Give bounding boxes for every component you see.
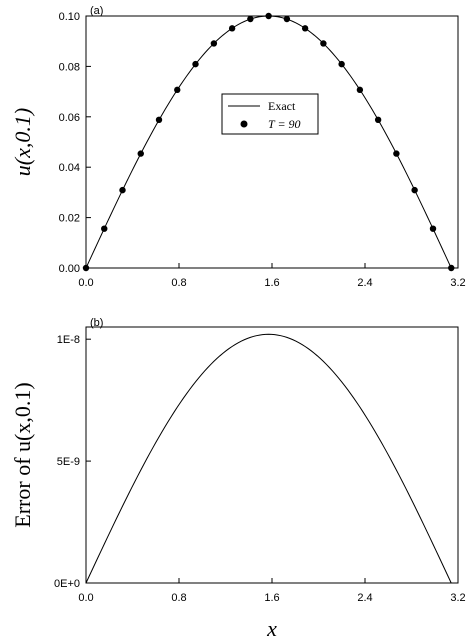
panel-a-y-tick-label: 0.08: [59, 61, 80, 73]
legend-t90-label: T = 90: [268, 117, 301, 131]
panel-a-y-tick-label: 0.00: [59, 263, 80, 275]
data-point: [192, 60, 199, 68]
panel-b-y-ticks: 0E+0 5E-9 1E-8: [54, 334, 91, 590]
data-point: [283, 15, 291, 23]
data-point: [101, 225, 108, 232]
panel-a-y-tick-label: 0.06: [59, 112, 80, 124]
panel-b-y-axis-label: Error of u(x,0.1): [10, 382, 35, 527]
x-axis-label: x: [266, 616, 277, 641]
data-point: [247, 15, 254, 23]
panel-b-x-tick-label: 0.0: [78, 592, 93, 604]
data-point: [155, 116, 163, 124]
legend-box: [221, 93, 319, 135]
panel-b-x-tick-label: 0.8: [171, 592, 186, 604]
data-point: [265, 12, 272, 20]
legend-marker-swatch: [240, 120, 248, 128]
panel-a: (a) 0.0 0.8 1.6 2.4 3.2 0.00 0.02 0.04 0.06 0.08…: [10, 5, 466, 289]
panel-b-frame: [85, 326, 459, 584]
panel-a-x-tick-label: 0.8: [171, 277, 186, 289]
panel-a-exact-curve: [85, 15, 452, 269]
panel-b-x-tick-label: 3.2: [450, 592, 465, 604]
panel-b-error-curve: [85, 333, 452, 584]
data-point: [119, 186, 126, 194]
panel-b-x-ticks: 0.0 0.8 1.6 2.4 3.2: [78, 578, 466, 604]
data-point: [137, 150, 144, 157]
data-point: [356, 86, 364, 94]
data-point: [374, 116, 382, 124]
legend: Exact T = 90: [221, 93, 319, 135]
panel-a-x-ticks: 0.0 0.8 1.6 2.4 3.2: [78, 263, 466, 289]
panel-b-y-tick-label: 1E-8: [57, 334, 80, 346]
data-point: [82, 264, 90, 272]
data-point: [338, 60, 345, 68]
panel-a-frame: [85, 15, 459, 269]
panel-a-x-tick-label: 3.2: [450, 277, 465, 289]
panel-a-y-ticks: 0.00 0.02 0.04 0.06 0.08 0.10: [59, 11, 91, 275]
panel-b-label: (b): [90, 317, 103, 329]
panel-b-x-tick-label: 1.6: [264, 592, 279, 604]
panel-a-y-tick-label: 0.04: [59, 162, 80, 174]
panel-b-y-tick-label: 5E-9: [57, 456, 80, 468]
data-point: [210, 40, 218, 47]
data-point: [228, 25, 236, 32]
data-point: [393, 150, 400, 157]
data-point: [320, 40, 327, 47]
panel-b: (b) 0.0 0.8 1.6 2.4 3.2 0E+0 5E-9 1E-8 Error o…: [10, 317, 466, 641]
data-point: [301, 25, 309, 32]
panel-b-x-tick-label: 2.4: [357, 592, 372, 604]
data-point: [411, 186, 418, 194]
data-point: [174, 86, 181, 94]
panel-a-label: (a): [90, 5, 103, 17]
panel-a-markers: [82, 12, 455, 272]
panel-a-y-tick-label: 0.02: [59, 213, 80, 225]
panel-b-y-tick-label: 0E+0: [54, 578, 80, 590]
panel-a-x-tick-label: 1.6: [264, 277, 279, 289]
legend-exact-label: Exact: [268, 99, 296, 113]
panel-a-x-tick-label: 0.0: [78, 277, 93, 289]
panel-a-y-axis-label: u(x,0.1): [10, 108, 35, 176]
data-point: [429, 225, 437, 232]
panel-a-x-tick-label: 2.4: [357, 277, 372, 289]
panel-a-y-tick-label: 0.10: [59, 11, 80, 23]
data-point: [448, 264, 455, 272]
